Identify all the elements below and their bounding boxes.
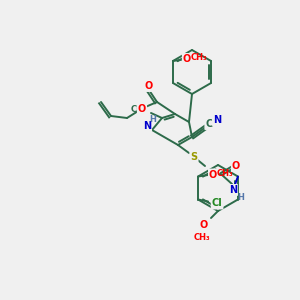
Text: CH₃: CH₃	[131, 104, 147, 113]
Text: N: N	[229, 185, 237, 195]
Text: O: O	[209, 169, 217, 179]
Text: N: N	[143, 121, 151, 131]
Text: H: H	[150, 115, 156, 124]
Text: Cl: Cl	[212, 199, 223, 208]
Text: O: O	[232, 161, 240, 171]
Text: N: N	[213, 115, 221, 125]
Text: S: S	[190, 152, 198, 162]
Text: CH₃: CH₃	[190, 53, 207, 62]
Text: O: O	[183, 54, 191, 64]
Text: CH₃: CH₃	[217, 169, 233, 178]
Text: CH₃: CH₃	[194, 232, 210, 242]
Text: O: O	[138, 104, 146, 114]
Text: O: O	[200, 220, 208, 230]
Text: H: H	[238, 193, 244, 202]
Text: C: C	[206, 119, 213, 129]
Text: O: O	[145, 81, 153, 91]
